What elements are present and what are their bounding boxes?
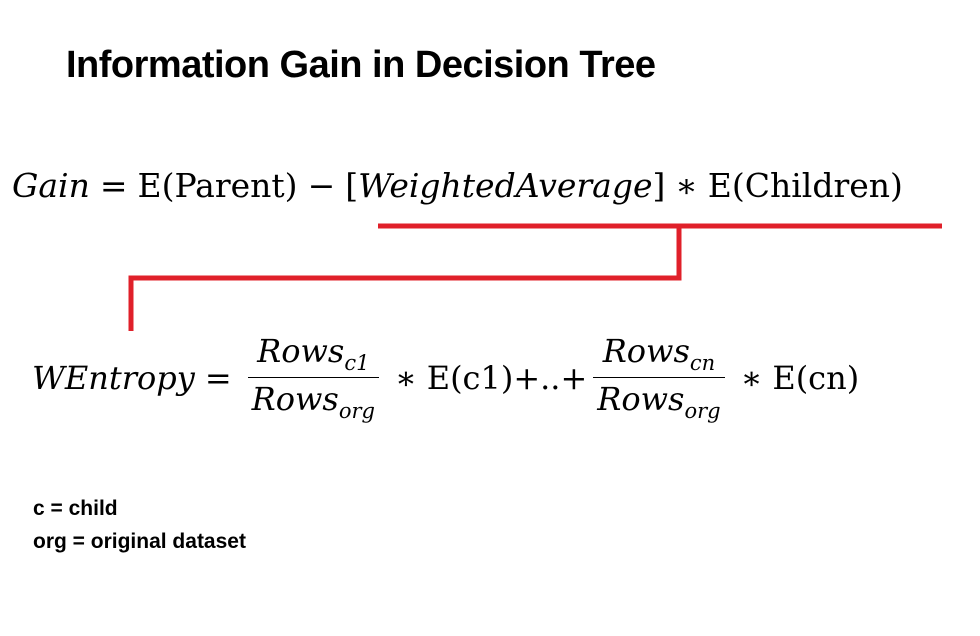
- entropy-c1-term: E(c1)+..+: [426, 358, 588, 397]
- parent-entropy-term: E(Parent): [137, 166, 298, 205]
- fraction-c1-numerator: Rowsc1: [253, 332, 373, 377]
- equals-sign: =: [99, 166, 128, 205]
- close-bracket: ]: [652, 166, 666, 205]
- sub-org: org: [684, 399, 721, 423]
- entropy-cn-term: E(cn): [772, 358, 860, 397]
- page-title: Information Gain in Decision Tree: [66, 44, 656, 86]
- connector-elbow: [128, 226, 682, 331]
- weighted-average-term: WeightedAverage: [358, 166, 653, 205]
- times-sign-1: ∗: [394, 358, 417, 397]
- fraction-c1-denominator: Rowsorg: [247, 377, 379, 423]
- rows-label: Rows: [257, 332, 345, 370]
- fraction-c1: Rowsc1 Rowsorg: [247, 332, 379, 423]
- minus-sign: −: [307, 166, 336, 205]
- fraction-cn-denominator: Rowsorg: [593, 377, 725, 423]
- weighted-entropy-equation: WEntropy = Rowsc1 Rowsorg ∗ E(c1)+..+ Ro…: [32, 332, 859, 423]
- legend: c = child org = original dataset: [33, 492, 246, 558]
- times-sign-2: ∗: [740, 358, 763, 397]
- sub-cn: cn: [689, 351, 716, 375]
- gain-lhs: Gain: [12, 166, 90, 205]
- fraction-cn-numerator: Rowscn: [599, 332, 719, 377]
- rows-label: Rows: [251, 380, 339, 418]
- open-bracket: [: [345, 166, 359, 205]
- children-entropy-term: E(Children): [707, 166, 903, 205]
- gain-equation: Gain = E(Parent) − [WeightedAverage] ∗ E(Child…: [12, 166, 903, 205]
- equals-sign-2: =: [204, 358, 232, 397]
- legend-child: c = child: [33, 497, 118, 520]
- times-sign: ∗: [675, 166, 698, 205]
- legend-original-dataset: org = original dataset: [33, 530, 246, 553]
- rows-label: Rows: [602, 332, 690, 370]
- rows-label: Rows: [597, 380, 685, 418]
- wentropy-lhs: WEntropy: [32, 358, 195, 397]
- sub-c1: c1: [344, 351, 370, 375]
- fraction-cn: Rowscn Rowsorg: [593, 332, 725, 423]
- sub-org: org: [338, 399, 375, 423]
